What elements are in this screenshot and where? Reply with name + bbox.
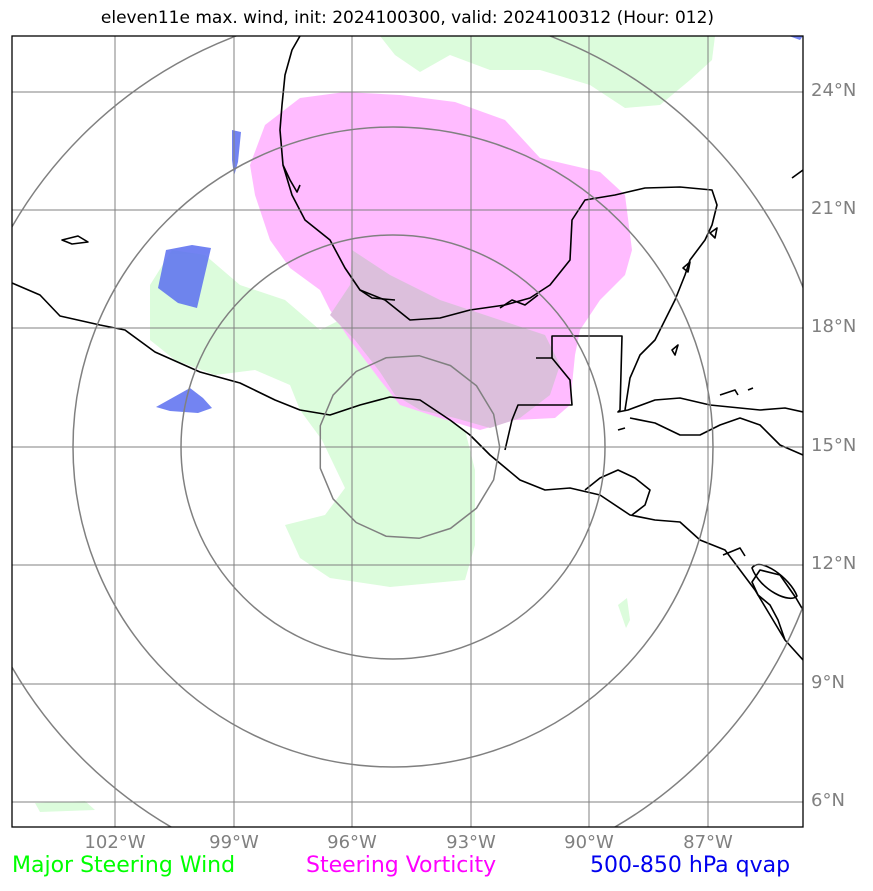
lat-label-9n: 9°N [811, 672, 845, 693]
lat-label-18n: 18°N [811, 316, 857, 337]
lon-label-96w: 96°W [327, 832, 377, 853]
lon-label-90w: 90°W [564, 832, 614, 853]
legend-steering-wind: Major Steering Wind [12, 853, 236, 878]
qvap-region [156, 36, 803, 413]
lat-label-15n: 15°N [811, 435, 857, 456]
coastlines [12, 36, 803, 661]
lat-label-6n: 6°N [811, 790, 845, 811]
range-rings [12, 36, 803, 827]
map-frame [11, 35, 804, 828]
lat-label-21n: 21°N [811, 198, 857, 219]
lon-label-99w: 99°W [209, 832, 259, 853]
steering-wind-region [35, 36, 715, 812]
legend-qvap: 500-850 hPa qvap [590, 853, 791, 878]
chart-title: eleven11e max. wind, init: 2024100300, v… [100, 8, 715, 28]
wind-vorticity-overlap [330, 250, 560, 428]
lat-label-12n: 12°N [811, 553, 857, 574]
legend-steering-vorticity: Steering Vorticity [306, 853, 497, 878]
lon-label-87w: 87°W [683, 832, 733, 853]
lon-label-102w: 102°W [84, 832, 146, 853]
lat-label-24n: 24°N [811, 80, 857, 101]
lon-label-93w: 93°W [446, 832, 496, 853]
gridlines [12, 36, 803, 827]
